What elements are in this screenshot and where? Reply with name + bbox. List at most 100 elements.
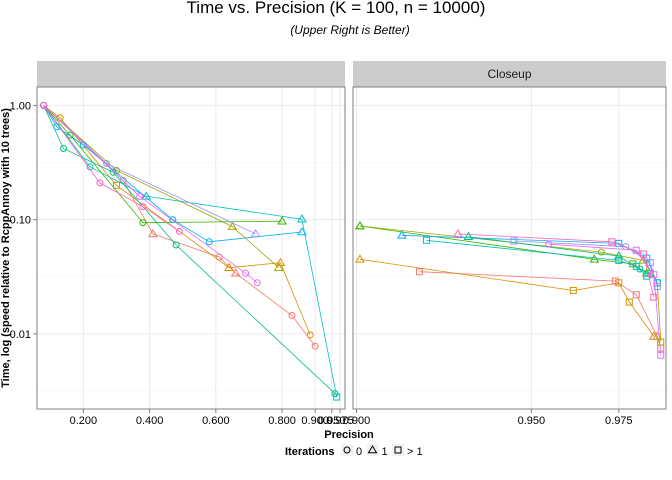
data-point-2-3 — [112, 181, 120, 189]
data-point-4-4 — [277, 216, 287, 225]
series-line-10 — [457, 233, 655, 298]
right-panel-marks — [355, 221, 665, 359]
data-point-9-4 — [253, 279, 261, 287]
data-point-9-3 — [650, 271, 658, 279]
series-line-3 — [43, 105, 280, 268]
data-point-8-3 — [646, 259, 654, 267]
data-point-3-4 — [273, 262, 284, 271]
data-point-5-4 — [172, 241, 180, 249]
x-axis-title: Precision — [324, 429, 374, 441]
data-point-3-3 — [227, 221, 238, 230]
axis-ticks: 0.200 0.400 0.600 0.800 0.9000.9500.9750.010… — [10, 100, 633, 427]
data-point-5-1 — [463, 231, 474, 240]
data-point-6-3 — [632, 262, 640, 270]
panel-background — [353, 87, 666, 409]
y-axis-title: Time, log (speed relative to RcppAnnoy w… — [0, 108, 12, 388]
data-point-9-4 — [657, 351, 665, 359]
series-line-1 — [419, 271, 662, 349]
series-line-2 — [359, 258, 655, 337]
legend-key-square — [394, 446, 402, 454]
data-point-3-5 — [657, 338, 665, 346]
data-point-7-4 — [169, 216, 177, 224]
data-point-9-2 — [136, 192, 144, 200]
series-line-6 — [43, 105, 338, 398]
left-panel-marks — [40, 101, 341, 401]
data-point-7-6 — [297, 226, 307, 236]
data-point-2-2 — [569, 286, 577, 294]
legend-key-triangle — [367, 445, 378, 454]
chart-subtitle: (Upper Right is Better) — [290, 23, 409, 37]
x-tick-label: 0.975 — [326, 415, 354, 427]
right-panel-border — [352, 86, 667, 410]
y-tick-label: 0.01 — [10, 329, 31, 341]
data-point-8-4 — [653, 282, 661, 290]
data-point-8-3 — [250, 228, 261, 238]
legend-label-2: 1 — [382, 446, 388, 458]
left-panel-border — [36, 86, 346, 410]
data-point-7-5 — [205, 238, 213, 246]
x-tick-label: 0.800 — [268, 415, 296, 427]
data-point-1-6 — [288, 311, 296, 319]
data-point-5-2 — [613, 251, 624, 260]
x-tick-label: 0.950 — [518, 415, 546, 427]
legend-label-3: > 1 — [407, 446, 423, 458]
data-point-8-2 — [103, 160, 111, 168]
chart-title: Time vs. Precision (K = 100, n = 10000) — [187, 0, 486, 17]
data-point-5-2 — [59, 144, 67, 152]
x-tick-label: 0.200 — [70, 415, 98, 427]
data-point-10-1 — [40, 101, 48, 109]
data-point-2-4 — [224, 262, 234, 271]
right-panel-grid — [353, 87, 666, 409]
x-tick-label: 0.950 — [318, 415, 346, 427]
data-point-2-5 — [648, 331, 659, 340]
data-point-6-5 — [333, 393, 341, 401]
data-point-10-3 — [139, 203, 147, 211]
data-point-6-2 — [615, 256, 623, 264]
data-point-3-2 — [597, 248, 605, 256]
series-line-5 — [468, 236, 651, 274]
data-point-10-4 — [175, 227, 183, 235]
x-tick-label: 0.900 — [301, 415, 329, 427]
series-line-9 — [43, 105, 258, 284]
data-point-2-1 — [355, 254, 365, 263]
series-line-10 — [43, 105, 180, 232]
data-point-8-1 — [510, 237, 518, 245]
series-line-6 — [426, 239, 648, 277]
series-line-4 — [43, 105, 283, 224]
legend-title: Iterations — [285, 446, 335, 458]
data-point-6-4 — [643, 272, 651, 280]
data-point-10-2 — [96, 179, 104, 187]
data-point-6-1 — [422, 236, 430, 244]
data-point-4-2 — [589, 254, 600, 263]
right-panel-strip — [353, 61, 666, 87]
data-point-6-4 — [297, 214, 307, 223]
data-point-4-1 — [355, 221, 365, 230]
y-tick-label: 0.10 — [10, 215, 31, 227]
data-point-9-1 — [545, 240, 553, 248]
x-tick-label: 0.975 — [605, 415, 633, 427]
data-point-2-6 — [306, 331, 314, 339]
closeup-strip-label: Closeup — [487, 67, 531, 81]
data-point-4-2 — [66, 131, 74, 139]
data-point-10-4 — [650, 293, 658, 301]
data-point-2-4 — [625, 298, 633, 306]
series-line-7 — [43, 105, 302, 243]
legend-key-background — [341, 444, 353, 456]
y-tick-label: 1.00 — [10, 100, 31, 112]
legend-label-1: 0 — [356, 446, 362, 458]
data-point-4-3 — [139, 219, 147, 227]
data-point-7-1 — [397, 230, 407, 239]
legend-key-circle — [343, 446, 351, 454]
x-tick-label: 0.400 — [136, 415, 164, 427]
legend-key-background — [392, 444, 404, 456]
data-point-1-3 — [148, 228, 158, 238]
data-point-2-3 — [615, 279, 623, 287]
data-point-1-1 — [415, 268, 423, 276]
data-point-10-2 — [608, 238, 616, 246]
series-line-5 — [43, 105, 336, 394]
data-point-1-3 — [632, 291, 640, 299]
data-point-1-5 — [230, 268, 241, 277]
left-panel-grid — [37, 87, 345, 409]
data-point-10-1 — [453, 228, 463, 238]
